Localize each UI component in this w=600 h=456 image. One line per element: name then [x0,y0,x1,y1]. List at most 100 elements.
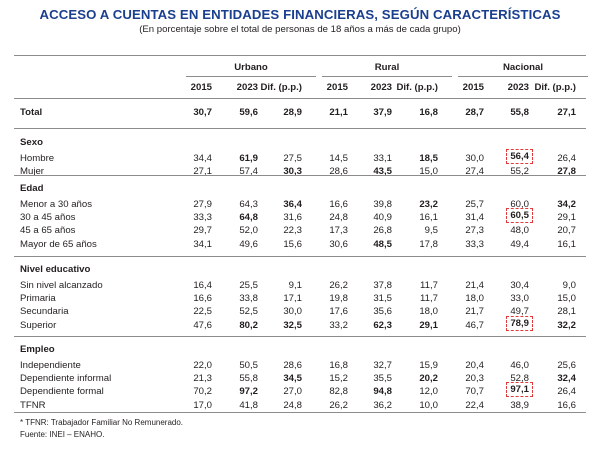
table-cell: 26,4 [557,386,576,398]
header-rule [14,98,586,99]
table-cell: 22,3 [283,225,302,237]
table-cell: 55,2 [510,166,529,178]
table-cell: 33,8 [239,293,258,305]
group-underline-rural [322,76,452,77]
group-header-nacional: Nacional [503,62,543,73]
table-cell: 49,4 [510,238,529,250]
table-cell: 52,8 [510,373,529,385]
table-cell: 22,0 [193,360,212,371]
table-cell: 27,9 [193,199,212,210]
table-row: 45 a 65 años 29,7 52,0 22,3 17,3 26,8 9,5 27,3 4… [0,225,600,239]
highlighted-value: 56,4 [506,149,533,164]
table-cell: 70,7 [465,386,484,398]
table-cell: 32,4 [557,373,576,385]
table-cell: 30,0 [283,306,302,318]
table-cell: 38,9 [510,399,529,411]
source-note: Fuente: INEI – ENAHO. [20,430,105,439]
table-cell: 11,7 [420,280,438,291]
table-cell: 34,1 [193,238,212,250]
highlighted-value: 78,9 [506,315,533,331]
row-label: Mujer [20,166,44,178]
table-cell: 26,4 [557,153,576,164]
table-cell: 28,6 [329,166,348,178]
table-cell: 27,4 [465,166,484,178]
table-cell: 48,0 [510,225,529,237]
table-row: Dependiente informal 21,3 55,8 34,5 15,2 35,5… [0,373,600,387]
table-cell: 34,4 [193,153,212,164]
column-header: 2023 [507,82,529,93]
table-cell: 62,3 [373,319,392,331]
table-cell: 27,5 [283,153,302,164]
group-header-urbano: Urbano [234,62,268,73]
table-cell: 34,5 [283,373,302,385]
table-cell: 50,5 [239,360,258,371]
group-underline-urbano [186,76,316,77]
row-label: TFNR [20,399,46,411]
table-cell: 31,4 [465,212,484,224]
table-cell: 31,5 [373,293,392,305]
table-cell: 37,9 [373,107,392,118]
row-label: Dependiente formal [20,386,104,398]
table-cell: 17,0 [193,399,212,411]
table-cell: 57,4 [239,166,258,178]
highlighted-value: 97,1 [506,382,533,398]
column-header: 2015 [326,82,348,93]
row-label: Menor a 30 años [20,199,92,210]
table-cell: 34,2 [557,199,576,210]
table-cell: 46,0 [510,360,529,371]
table-cell: 55,8 [239,373,258,385]
column-header: Dif. (p.p.) [534,82,576,93]
table-cell: 27,1 [557,107,576,118]
total-label: Total [20,107,43,118]
table-cell: 18,0 [419,306,438,318]
table-cell: 48,5 [373,238,392,250]
row-label: Sin nivel alcanzado [20,280,103,291]
table-cell: 28,9 [283,107,302,118]
row-label: 30 a 45 años [20,212,76,224]
table-cell: 19,8 [329,293,348,305]
table-cell: 9,1 [288,280,302,291]
table-cell: 33,3 [193,212,212,224]
table-cell: 14,5 [329,153,348,164]
section-title: Edad [20,183,44,194]
table-cell: 61,9 [239,153,258,164]
table-cell: 33,2 [329,319,348,331]
table-cell: 12,0 [419,386,438,398]
table-cell: 20,3 [465,373,484,385]
table-cell: 16,6 [329,199,348,210]
table-cell: 22,4 [465,399,484,411]
table-cell: 33,0 [510,293,529,305]
table-cell: 9,0 [562,280,576,291]
table-cell: 43,5 [373,166,392,178]
table-cell: 20,2 [419,373,438,385]
section-rule [14,256,586,257]
table-cell: 16,1 [419,212,438,224]
table-cell: 32,5 [283,319,302,331]
row-label: 45 a 65 años [20,225,76,237]
table-cell: 16,4 [193,280,212,291]
table-cell: 37,8 [373,280,392,291]
table-cell: 36,4 [283,199,302,210]
table-cell: 15,0 [557,293,576,305]
column-header: 2023 [370,82,392,93]
table-row: Primaria 16,6 33,8 17,1 19,8 31,5 11,7 18,0 33,0… [0,293,600,307]
table-cell: 56,4 [485,149,533,164]
table-cell: 15,0 [419,166,438,178]
table-row: Hombre 34,4 61,9 27,5 14,5 33,1 18,5 30,0 56,4 26… [0,149,600,167]
table-cell: 64,3 [239,199,258,210]
table-cell: 28,1 [557,306,576,318]
table-row: Mayor de 65 años 34,1 49,6 15,6 30,6 48,5 17,8… [0,239,600,253]
column-header: Dif. (p.p.) [260,82,302,93]
table-cell: 55,8 [510,107,529,118]
table-cell: 20,7 [557,225,576,237]
table-cell: 40,9 [373,212,392,224]
table-cell: 82,8 [329,386,348,398]
table-row: TFNR 17,0 41,8 24,8 26,2 36,2 10,0 22,4 38,9 16,6 [0,400,600,414]
row-label: Mayor de 65 años [20,238,97,250]
table-cell: 97,2 [239,386,258,398]
table-cell: 49,7 [510,306,529,318]
table-cell: 30,3 [283,166,302,178]
table-cell: 18,0 [465,293,484,305]
table-cell: 59,6 [239,107,258,118]
section-title: Nivel educativo [20,264,91,275]
